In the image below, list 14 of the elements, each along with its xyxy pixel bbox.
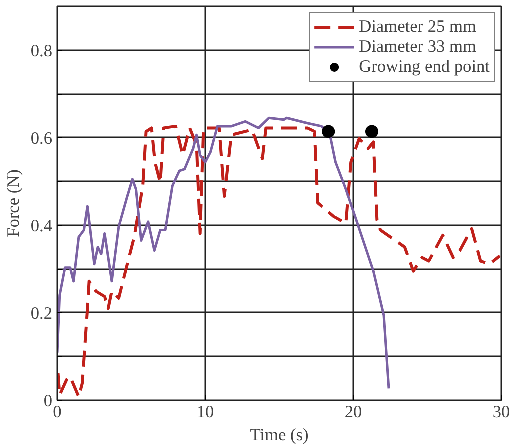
y-tick-label: 0.8: [30, 41, 53, 60]
x-tick-label: 10: [196, 402, 214, 422]
x-tick-label: 20: [344, 402, 362, 422]
y-tick-label: 0.2: [30, 304, 53, 323]
legend-label: Growing end point: [359, 57, 490, 77]
x-axis-title: Time (s): [250, 426, 310, 444]
line-series: [58, 124, 502, 398]
legend-label: Diameter 33 mm: [359, 37, 476, 57]
line-series: [58, 116, 390, 390]
y-axis-title: Force (N): [4, 169, 23, 238]
y-tick-label: 0.4: [30, 216, 53, 236]
y-tick-label: 0.6: [30, 128, 53, 148]
x-tick-label: 30: [492, 402, 510, 422]
legend-label: Diameter 25 mm: [359, 17, 476, 37]
